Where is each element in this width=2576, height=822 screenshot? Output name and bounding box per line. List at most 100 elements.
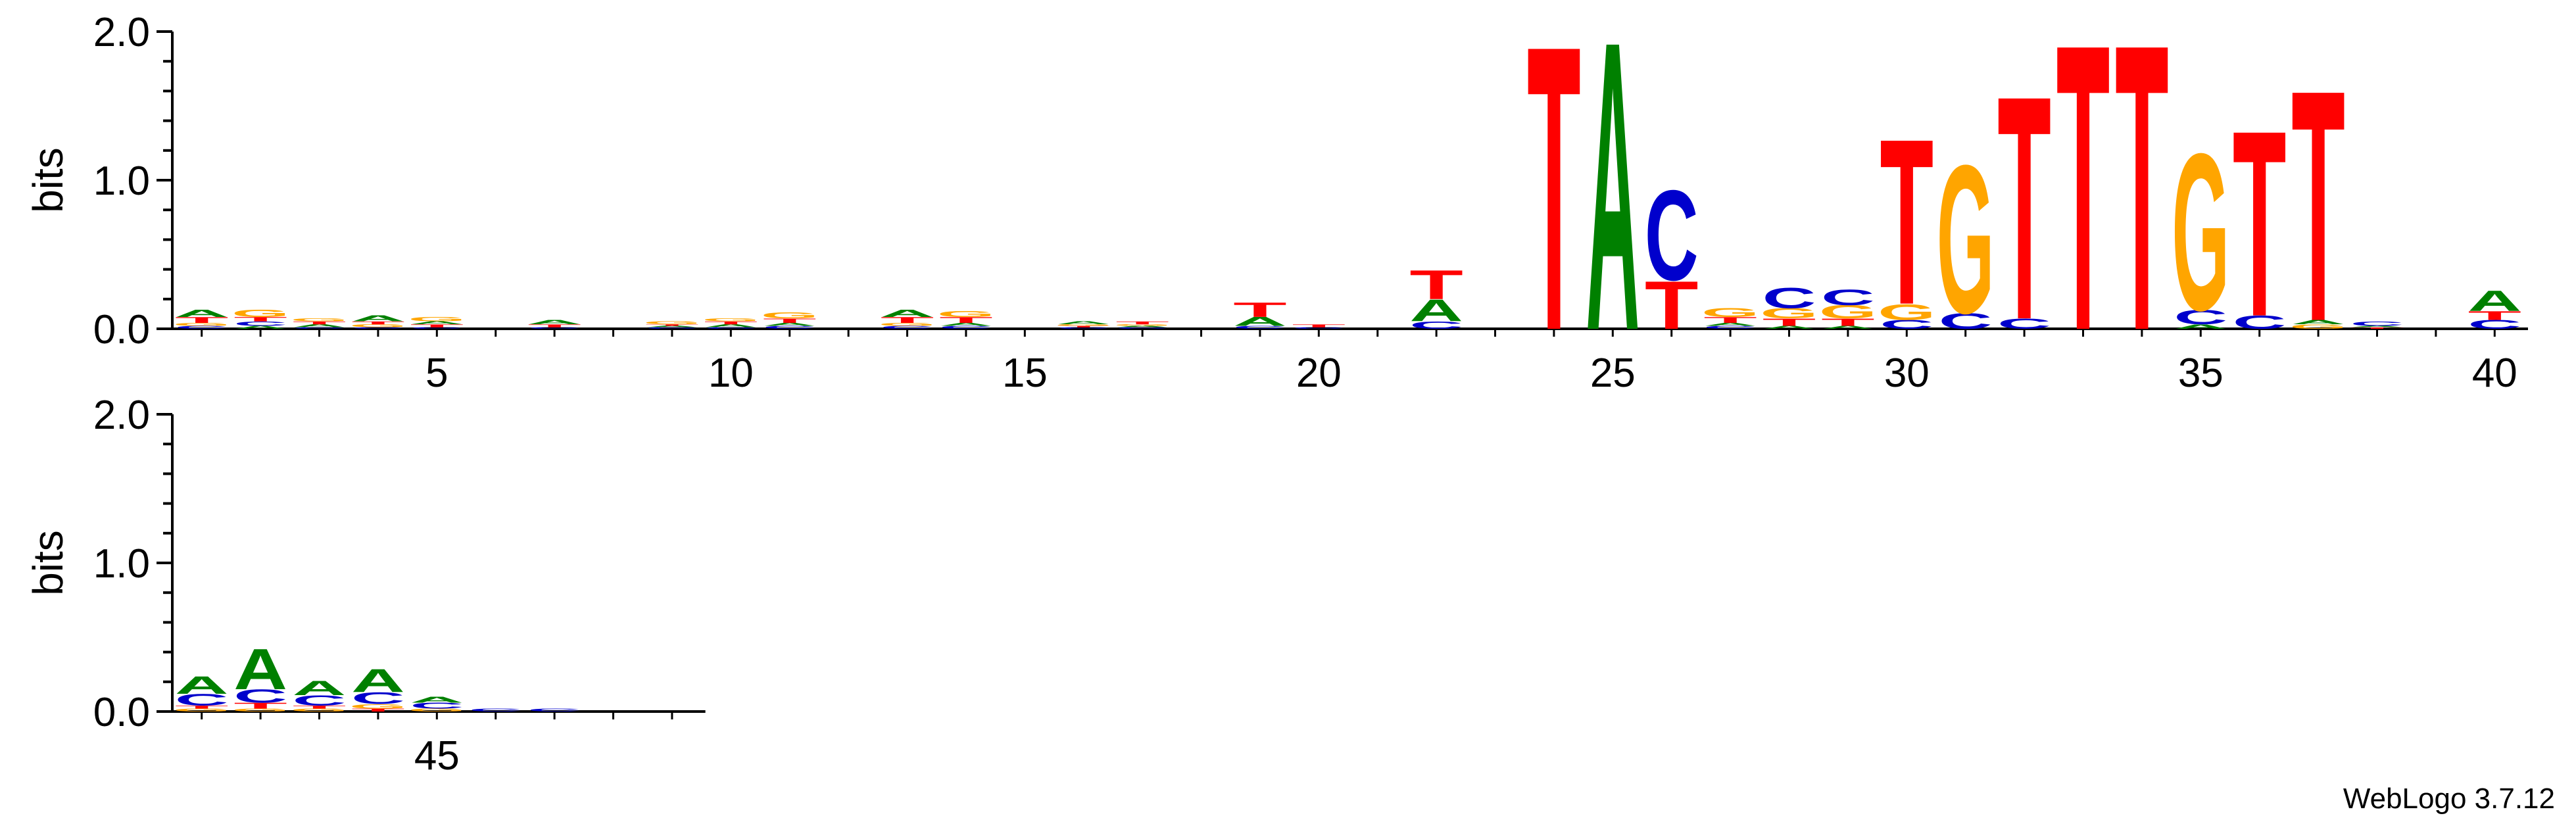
logo-letter-A: A [293, 677, 347, 700]
logo-letter-C: C [410, 327, 464, 329]
logo-letter-A: A [939, 322, 993, 327]
logo-letter-C: C [1057, 327, 1111, 329]
logo-letter-T: T [233, 701, 287, 710]
logo-letter-T: T [1527, 0, 1581, 415]
logo-letter-G: G [879, 322, 936, 327]
x-tick-label: 30 [1884, 351, 1930, 396]
logo-letter-A: A [233, 325, 287, 329]
logo-letter-T: T [704, 321, 758, 326]
logo-letter-T: T [293, 705, 347, 710]
logo-letter-G: G [291, 708, 349, 712]
logo-letter-G: G [349, 703, 407, 710]
logo-letter-T: T [351, 321, 405, 326]
logo-letter-G: G [1937, 122, 1995, 358]
logo-letter-T: T [175, 705, 229, 710]
logo-letter-C: C [1939, 308, 1993, 333]
logo-letter-T: T [1409, 262, 1463, 308]
logo-letter-A: A [704, 324, 758, 328]
x-tick-label: 15 [1002, 351, 1048, 396]
logo-letter-G: G [2172, 107, 2229, 357]
logo-letter-A: A [763, 322, 817, 327]
logo-letter-T: T [1057, 326, 1111, 328]
logo-letter-C: C [175, 690, 229, 709]
logo-letter-C: C [233, 320, 287, 327]
logo-letter-G: G [231, 708, 289, 712]
x-tick-label: 20 [1296, 351, 1342, 396]
logo-letter-T: T [763, 317, 817, 324]
logo-letter-A: A [2350, 326, 2404, 328]
version-label: WebLogo 3.7.12 [2343, 783, 2555, 815]
logo-letter-C: C [1233, 325, 1287, 329]
logo-letter-G: G [1878, 299, 1935, 325]
logo-letter-C: C [469, 708, 523, 712]
logo-letter-C: C [1409, 320, 1463, 331]
logo-letter-C: C [527, 327, 581, 329]
logo-letter-G: G [231, 308, 289, 320]
logo-letter-A: A [1057, 321, 1111, 326]
y-tick-label: 2.0 [93, 10, 150, 55]
logo-letter-A: A [175, 308, 229, 320]
y-tick-label: 0.0 [93, 690, 150, 735]
logo-letter-A: A [2467, 285, 2521, 317]
logo-letter-T: T [233, 316, 287, 323]
logo-letter-G: G [408, 316, 466, 323]
logo-letter-C: C [763, 325, 817, 329]
logo-letter-T: T [410, 324, 464, 328]
logo-letter-T: T [1115, 321, 1169, 326]
logo-letter-T: T [1645, 268, 1699, 344]
logo-letter-A: A [881, 308, 935, 320]
logo-letter-A: A [351, 662, 405, 700]
logo-letter-G: G [349, 324, 407, 328]
logo-letter-A: A [410, 695, 464, 704]
y-tick-label: 2.0 [93, 393, 150, 438]
logo-letter-G: G [761, 311, 819, 320]
logo-letter-C: C [1821, 284, 1875, 310]
logo-letter-T: T [2468, 309, 2522, 323]
logo-letter-C: C [293, 692, 347, 709]
logo-letter-A: A [2291, 319, 2345, 326]
logo-letter-C: C [1997, 316, 2051, 332]
logo-letter-T: T [2115, 0, 2169, 416]
logo-letter-C: C [1762, 282, 1816, 314]
x-tick-label: 35 [2178, 351, 2224, 396]
logo-letter-T: T [881, 316, 935, 325]
logo-letter-T: T [2291, 22, 2345, 390]
logo-letter-C: C [1880, 318, 1933, 331]
logo-letter-G: G [173, 708, 231, 712]
logo-letter-T: T [175, 316, 229, 325]
logo-letter-T: T [1292, 324, 1346, 328]
logo-letter-T: T [293, 321, 347, 326]
logo-letter-C: C [2174, 306, 2227, 329]
logo-letter-C: C [1703, 325, 1757, 329]
logo-letter-G: G [1055, 324, 1113, 327]
logo-letter-T: T [527, 324, 581, 328]
y-tick-label: 1.0 [93, 158, 150, 204]
logo-letter-G: G [291, 318, 349, 322]
logo-letter-C: C [1645, 163, 1699, 307]
logo-letter-G: G [1761, 305, 1818, 322]
logo-letter-C: C [2350, 320, 2404, 327]
logo-letter-G: G [1701, 306, 1759, 320]
logo-letter-G: G [1113, 324, 1171, 327]
logo-letter-C: C [527, 708, 581, 712]
logo-letter-C: C [939, 325, 993, 329]
logo-letter-A: A [2174, 323, 2227, 330]
y-tick-label: 1.0 [93, 541, 150, 587]
logo-letter-A: A [410, 321, 464, 326]
logo-letter-C: C [1292, 327, 1346, 329]
logo-letter-C: C [2233, 312, 2287, 333]
logo-letter-C: C [410, 701, 464, 710]
logo-letter-A: A [1233, 315, 1287, 329]
logo-letter-G: G [2289, 323, 2347, 330]
logo-letter-C: C [1115, 327, 1169, 329]
y-axis-label: bits [24, 530, 72, 596]
logo-letter-C: C [175, 325, 229, 329]
logo-letter-C: C [293, 327, 347, 329]
logo-letter-T: T [1821, 316, 1875, 328]
logo-letter-G: G [1819, 302, 1877, 323]
logo-letter-A: A [175, 671, 229, 699]
x-tick-label: 5 [425, 351, 448, 396]
logo-letter-A: A [233, 637, 287, 702]
logo-letter-T: T [1762, 316, 1816, 328]
